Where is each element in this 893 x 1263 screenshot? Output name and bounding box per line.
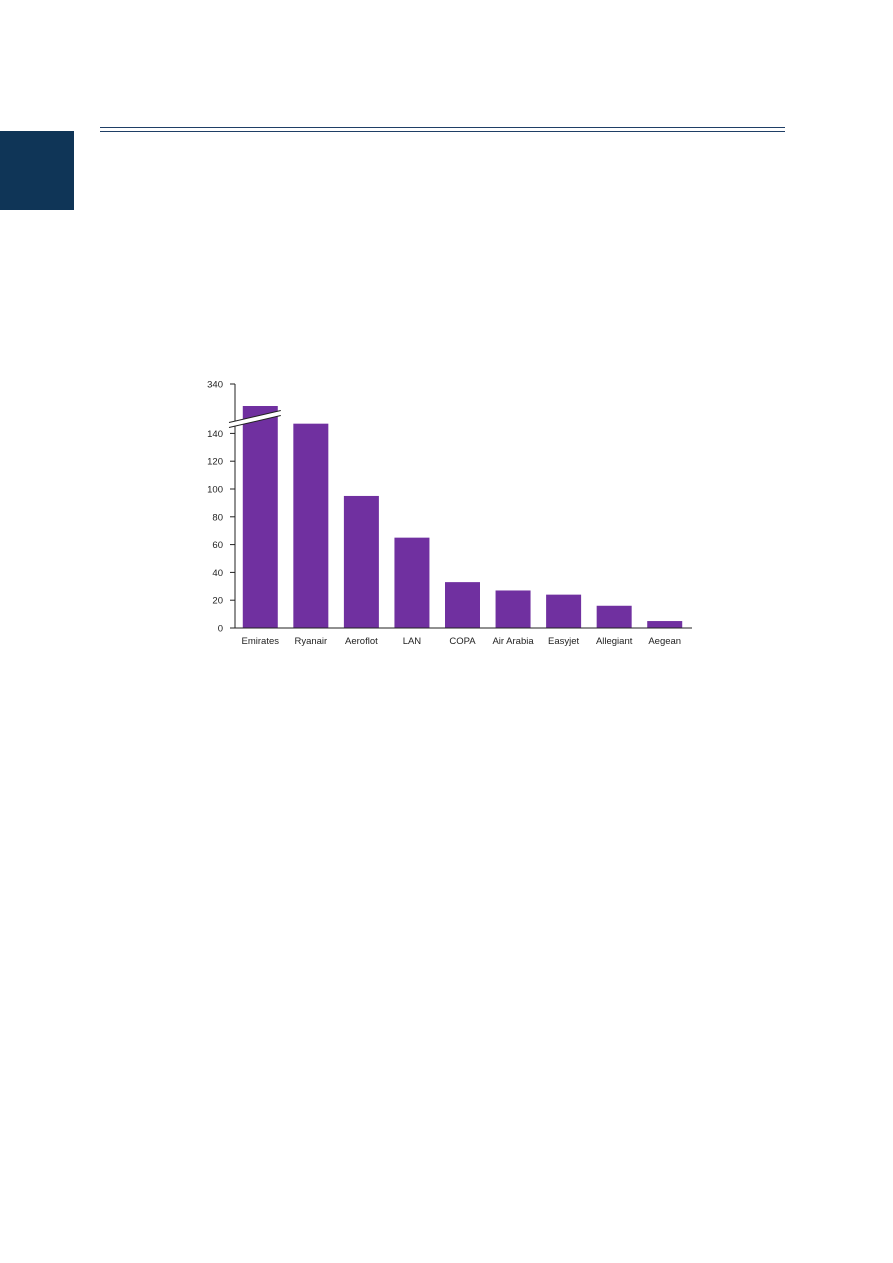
x-tick-label: Air Arabia [492, 636, 534, 647]
x-tick-label: Easyjet [548, 636, 580, 647]
axis-break-line [228, 410, 281, 423]
bar-chart: 0 20 40 60 80 100 120 140 340 Emirates Ryanair Aer… [207, 380, 692, 647]
side-tab [0, 131, 74, 210]
bar [242, 406, 278, 628]
y-tick-label: 40 [212, 568, 223, 579]
x-tick-label: LAN [403, 636, 422, 647]
y-tick-label: 140 [207, 429, 223, 440]
y-tick-label: 120 [207, 457, 223, 468]
y-tick-label: 60 [212, 540, 223, 551]
y-tick-label: 20 [212, 596, 223, 607]
x-tick-label: Emirates [242, 636, 280, 647]
bar [596, 605, 632, 628]
y-tick-label: 0 [218, 624, 223, 635]
axis-break-line [228, 415, 281, 428]
axis-break-gap [229, 410, 281, 428]
bar [394, 537, 430, 628]
y-tick-label: 340 [207, 380, 223, 391]
x-axis-labels: Emirates Ryanair Aeroflot LAN COPA Air Arabia… [242, 636, 682, 647]
bar [546, 594, 582, 628]
axes [228, 384, 692, 629]
y-tick-label: 80 [212, 512, 223, 523]
bar [647, 621, 683, 628]
y-axis-ticks: 0 20 40 60 80 100 120 140 340 [207, 380, 235, 635]
x-tick-label: COPA [449, 636, 476, 647]
x-tick-label: Aeroflot [345, 636, 378, 647]
bar [293, 423, 329, 628]
x-tick-label: Ryanair [294, 636, 327, 647]
x-tick-label: Allegiant [596, 636, 633, 647]
bars [242, 406, 683, 628]
bar [445, 582, 480, 628]
header-rule-thin [100, 131, 785, 132]
x-tick-label: Aegean [648, 636, 681, 647]
bar [343, 495, 379, 628]
y-tick-label: 100 [207, 485, 223, 496]
header-rule [100, 127, 785, 128]
bar [495, 590, 531, 628]
